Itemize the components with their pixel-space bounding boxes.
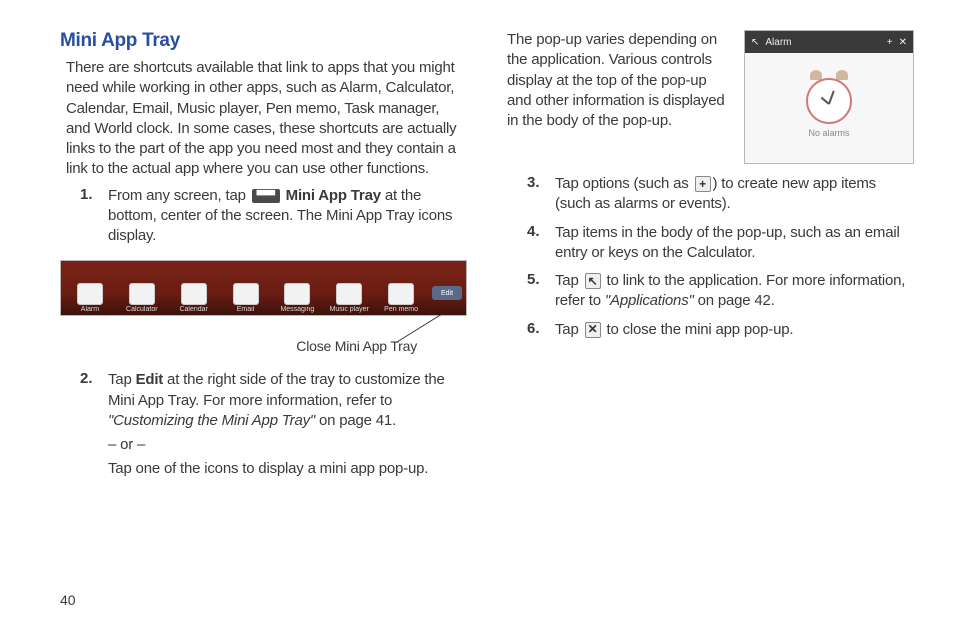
text: on page 42. [698,292,775,309]
tray-label: Messaging [280,306,314,313]
bold-label: Edit [136,371,164,388]
step-3: 3. Tap options (such as +) to create new… [507,174,914,219]
alarm-clock-icon [806,78,852,124]
step-body: Tap options (such as +) to create new ap… [555,174,914,219]
callout-label: Close Mini App Tray [296,338,417,354]
step-1: 1. From any screen, tap ▀▀▀ Mini App Tra… [60,186,467,251]
page-number: 40 [60,592,76,608]
text: From any screen, tap [108,187,250,204]
alarm-title: Alarm [765,37,791,48]
tray-label: Email [237,306,255,313]
tray-icon [336,283,362,305]
step-body: Tap ✕ to close the mini app pop-up. [555,320,793,344]
tray-icon [284,283,310,305]
reference: "Applications" [605,292,698,309]
text: to close the mini app pop-up. [603,321,794,338]
text: Tap options (such as [555,175,693,192]
step-body: Tap items in the body of the pop-up, suc… [555,223,914,268]
step-body: Tap ↖ to link to the application. For mo… [555,271,914,316]
step-5: 5. Tap ↖ to link to the application. For… [507,271,914,316]
left-column: Mini App Tray There are shortcuts availa… [60,30,467,488]
intro-paragraph: There are shortcuts available that link … [60,58,467,180]
no-alarms-label: No alarms [808,128,849,138]
tray-icon [388,283,414,305]
up-arrow-icon: ▀▀▀ [252,189,280,203]
bold-label: Mini App Tray [286,187,381,204]
tray-icon [233,283,259,305]
callout: Close Mini App Tray [60,320,467,360]
tray-icon [129,283,155,305]
plus-icon: + [887,37,893,48]
text: Tap one of the icons to display a mini a… [108,459,467,479]
text: Tap [555,272,583,289]
step-2: 2. Tap Edit at the right side of the tra… [60,370,467,483]
tray-icon [77,283,103,305]
popup-paragraph: The pop-up varies depending on the appli… [507,30,730,164]
step-number: 1. [80,186,108,251]
tray-label: Music player [330,306,369,313]
step-number: 3. [527,174,555,219]
text: on page 41. [319,412,396,429]
expand-icon: ↖ [585,273,601,289]
tray-label: Pen memo [384,306,418,313]
step-number: 4. [527,223,555,268]
right-column: The pop-up varies depending on the appli… [507,30,914,488]
expand-icon: ↖ [751,37,759,48]
text: Tap items in the body of the pop-up, suc… [555,223,914,264]
tray-icon [181,283,207,305]
alarm-body: No alarms [745,53,913,163]
step-body: From any screen, tap ▀▀▀ Mini App Tray a… [108,186,467,251]
plus-icon: + [695,176,711,192]
step-number: 5. [527,271,555,316]
tray-label: Calendar [179,306,207,313]
tray-edit-button: Edit [432,286,462,300]
close-icon: ✕ [899,37,907,48]
tray-bar: Alarm Calculator Calendar Email Messagin… [61,275,466,315]
mini-app-tray-screenshot: Alarm Calculator Calendar Email Messagin… [60,260,467,316]
section-heading: Mini App Tray [60,30,467,52]
step-4: 4. Tap items in the body of the pop-up, … [507,223,914,268]
alarm-popup-screenshot: ↖ Alarm + ✕ No alarms [744,30,914,164]
tray-label: Alarm [81,306,99,313]
step-body: Tap Edit at the right side of the tray t… [108,370,467,483]
tray-label: Calculator [126,306,158,313]
step-number: 2. [80,370,108,483]
or-text: – or – [108,435,467,455]
close-icon: ✕ [585,322,601,338]
step-6: 6. Tap ✕ to close the mini app pop-up. [507,320,914,344]
alarm-header: ↖ Alarm + ✕ [745,31,913,53]
text: Tap [555,321,583,338]
text: Tap [108,371,136,388]
step-number: 6. [527,320,555,344]
reference: "Customizing the Mini App Tray" [108,412,319,429]
